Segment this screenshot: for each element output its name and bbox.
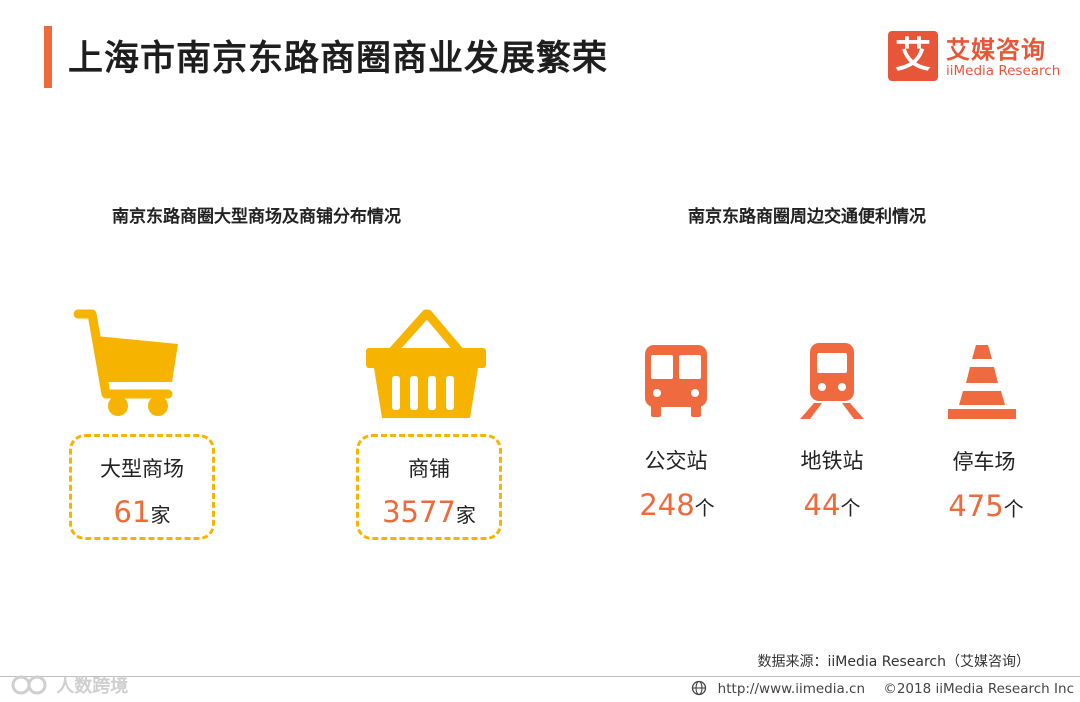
metro-count: 44 [803,488,841,522]
bus-value: 248个 [597,488,757,522]
traffic-cone-icon [948,345,1016,419]
right-section-title: 南京东路商圈周边交通便利情况 [688,207,926,227]
left-section-title: 南京东路商圈大型商场及商铺分布情况 [112,207,401,227]
metro-unit: 个 [840,496,861,520]
parking-label: 停车场 [952,450,1016,474]
watermark-logo-icon [11,675,47,695]
parking-count: 475 [948,489,1004,523]
mall-stat-card: 大型商场 61家 [69,434,215,540]
watermark: 人数跨境 [10,672,128,698]
bus-unit: 个 [694,496,715,520]
footer-info: http://www.iimedia.cn ©2018 iiMedia Rese… [691,680,1074,697]
shop-stat-card: 商铺 3577家 [356,434,502,540]
parking-unit: 个 [1003,497,1024,521]
metro-icon [800,343,864,419]
mall-unit: 家 [150,503,171,527]
data-source-note: 数据来源：iiMedia Research（艾媒咨询） [757,654,1031,670]
metro-value: 44个 [752,488,912,522]
bus-label: 公交站 [644,449,708,473]
shop-count: 3577 [382,495,456,529]
mall-value: 61家 [72,495,212,529]
logo-mark: 艾 [888,31,938,81]
parking-value: 475个 [906,489,1066,523]
globe-icon [692,680,707,696]
bus-icon [645,345,707,417]
shop-unit: 家 [455,503,476,527]
watermark-text: 人数跨境 [56,676,129,697]
mall-count: 61 [113,495,151,529]
iimedia-logo: 艾 艾媒咨询 iiMedia Research [888,31,1060,81]
metro-label: 地铁站 [800,449,864,473]
footer-divider [0,676,1080,677]
footer-url[interactable]: http://www.iimedia.cn [717,681,866,697]
shop-label: 商铺 [408,457,450,481]
footer-copyright: ©2018 iiMedia Research Inc [883,681,1074,697]
page-title: 上海市南京东路商圈商业发展繁荣 [68,39,609,79]
logo-english-name: iiMedia Research [946,63,1061,79]
logo-chinese-name: 艾媒咨询 [946,36,1046,64]
bus-count: 248 [639,488,695,522]
shopping-basket-icon [366,309,486,418]
title-accent-bar [44,26,52,88]
shopping-cart-icon [73,309,178,416]
shop-value: 3577家 [359,495,499,529]
mall-label: 大型商场 [100,457,184,481]
